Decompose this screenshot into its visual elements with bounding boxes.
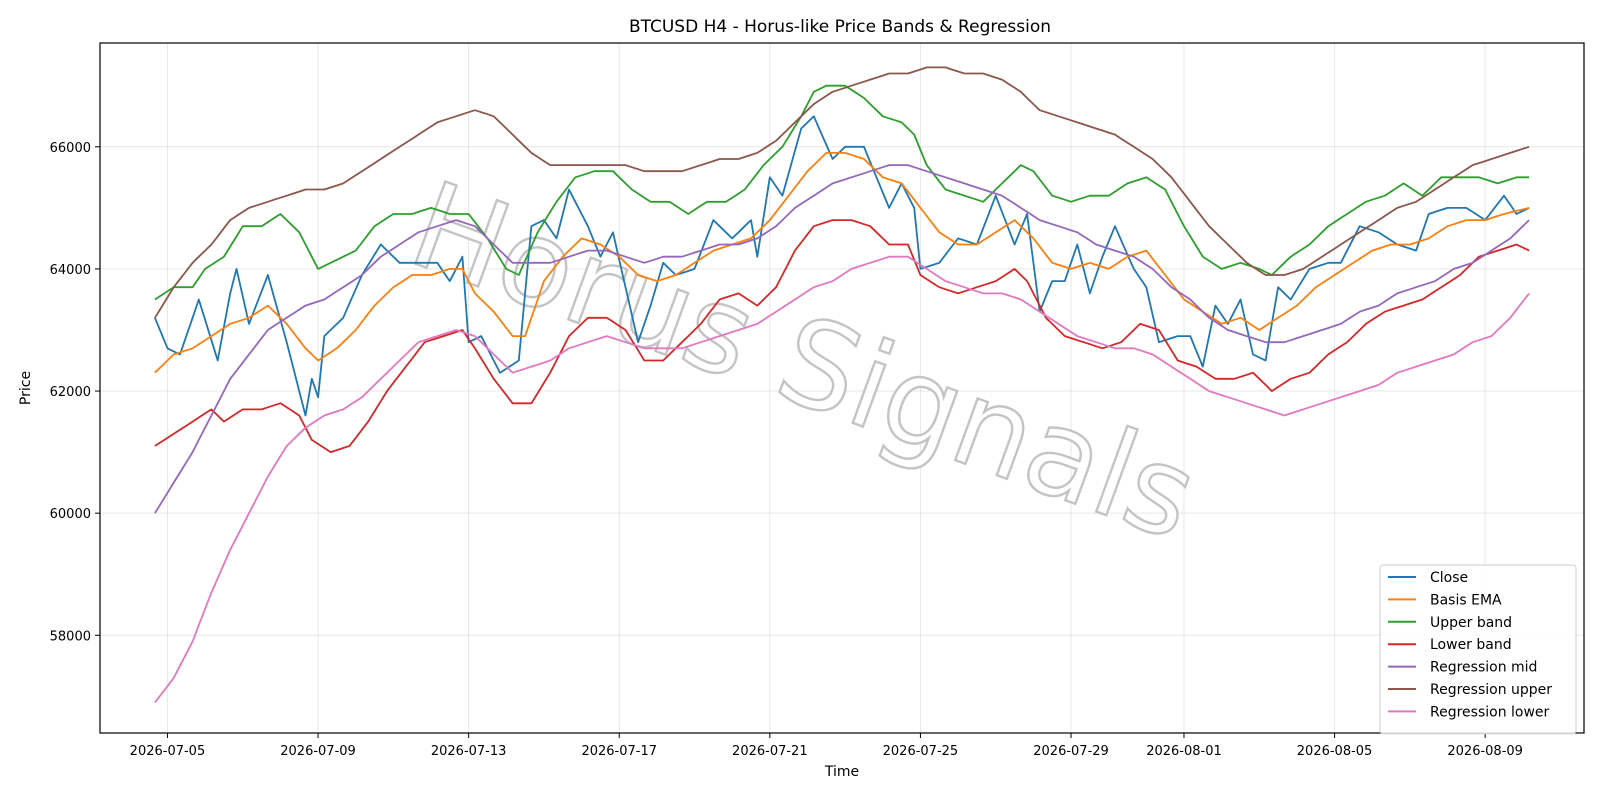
x-tick-label: 2026-07-25 bbox=[883, 744, 959, 759]
series-layer bbox=[154, 66, 1530, 704]
series-line-lower-band bbox=[154, 219, 1530, 454]
y-tick-label: 64000 bbox=[50, 263, 91, 278]
legend-label-upper-band: Upper band bbox=[1430, 615, 1512, 631]
series-line-regression-mid bbox=[154, 164, 1530, 514]
legend-box bbox=[1379, 564, 1577, 735]
x-tick-label: 2026-07-13 bbox=[431, 744, 507, 759]
y-tick-label: 58000 bbox=[50, 629, 91, 644]
x-tick-label: 2026-07-21 bbox=[732, 744, 808, 759]
x-axis-title: Time bbox=[824, 764, 859, 780]
legend-label-regression-lower: Regression lower bbox=[1430, 704, 1550, 720]
x-tick-label: 2026-07-17 bbox=[581, 744, 657, 759]
y-tick-label: 66000 bbox=[50, 141, 91, 156]
series-line-upper-band bbox=[154, 84, 1530, 301]
legend-label-regression-upper: Regression upper bbox=[1430, 682, 1552, 698]
legend-label-regression-mid: Regression mid bbox=[1430, 660, 1537, 676]
x-tick-label: 2026-08-09 bbox=[1447, 744, 1523, 759]
x-tick-label: 2026-07-09 bbox=[280, 744, 356, 759]
axis-ticks: 2026-07-05 2026-07-09 2026-07-13 2026-07-17… bbox=[50, 141, 1523, 759]
x-tick-label: 2026-08-01 bbox=[1146, 744, 1222, 759]
series-line-regression-upper bbox=[154, 66, 1530, 319]
legend-label-lower-band: Lower band bbox=[1430, 637, 1512, 653]
plot-frame bbox=[99, 42, 1585, 734]
x-tick-label: 2026-07-29 bbox=[1033, 744, 1109, 759]
legend: Close Basis EMA Upper band Lower band Regres… bbox=[1379, 564, 1577, 735]
series-line-close bbox=[154, 115, 1530, 417]
x-tick-label: 2026-08-05 bbox=[1297, 744, 1373, 759]
legend-label-basis-ema: Basis EMA bbox=[1430, 592, 1502, 608]
series-line-regression-lower bbox=[154, 255, 1530, 704]
legend-label-close: Close bbox=[1430, 570, 1468, 586]
x-tick-label: 2026-07-05 bbox=[130, 744, 206, 759]
chart-title: BTCUSD H4 - Horus-like Price Bands & Reg… bbox=[629, 17, 1051, 37]
y-tick-label: 62000 bbox=[50, 385, 91, 400]
y-tick-label: 60000 bbox=[50, 507, 91, 522]
y-axis-title: Price bbox=[18, 371, 34, 405]
series-line-basis-ema bbox=[154, 151, 1530, 374]
